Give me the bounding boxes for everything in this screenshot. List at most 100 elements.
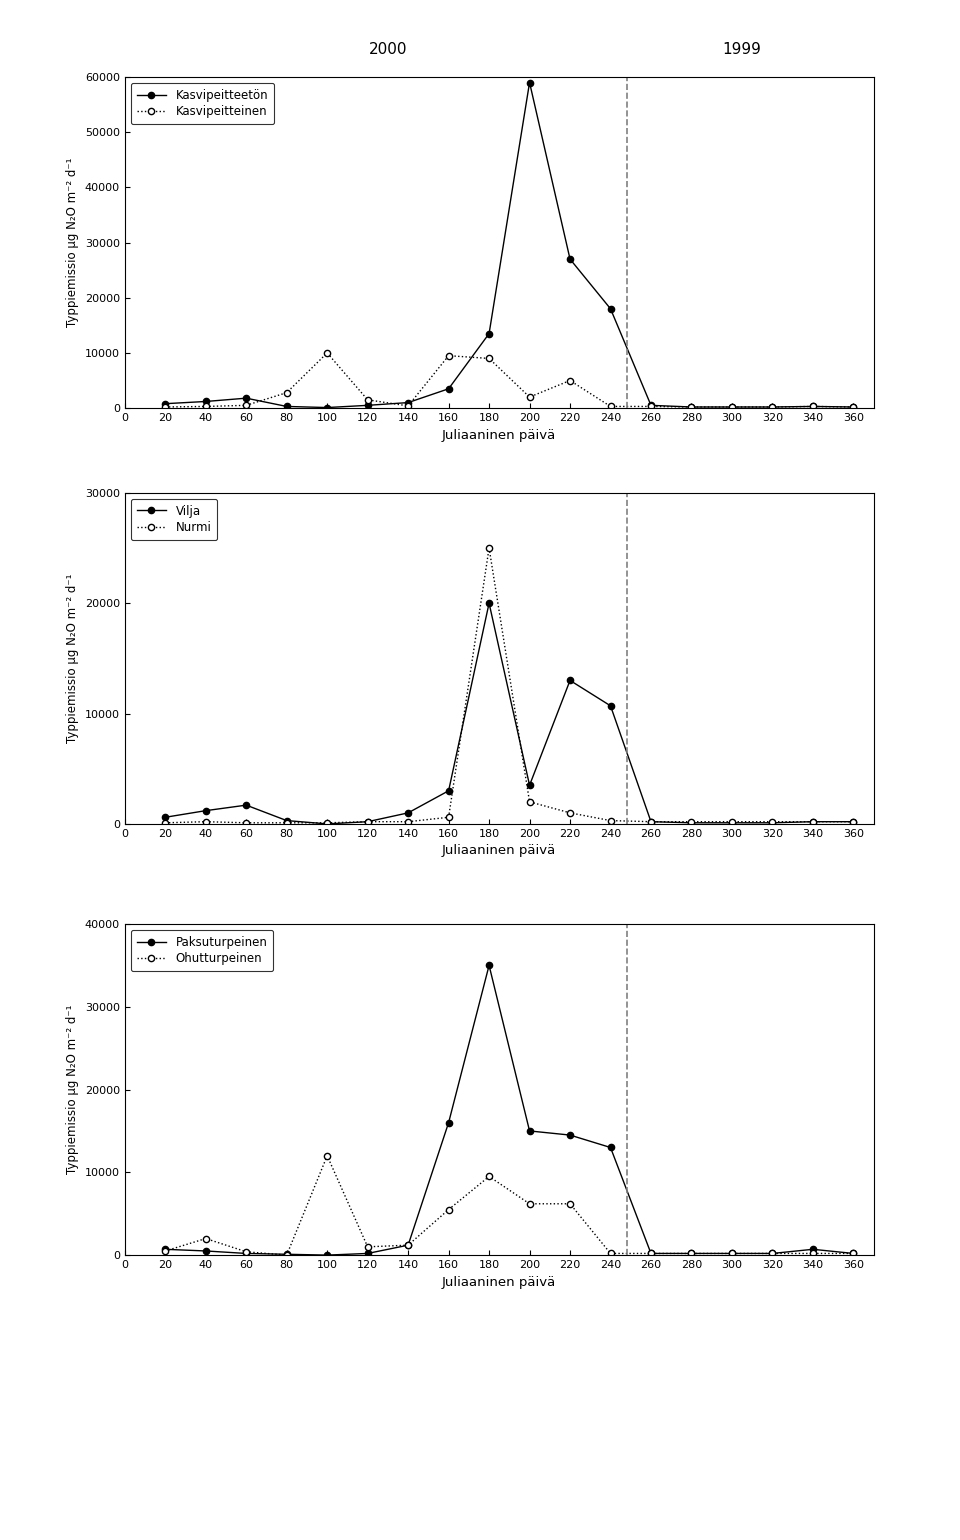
Kasvipeitteetön xyxy=(645,396,657,414)
Text: 2000: 2000 xyxy=(369,42,407,57)
X-axis label: Juliaaninen päivä: Juliaaninen päivä xyxy=(442,428,557,442)
Legend: Paksuturpeinen, Ohutturpeinen: Paksuturpeinen, Ohutturpeinen xyxy=(131,930,274,972)
Ohutturpeinen xyxy=(848,1244,859,1263)
Kasvipeitteetön xyxy=(159,394,171,413)
Y-axis label: Typpiemissio μg N₂O m⁻² d⁻¹: Typpiemissio μg N₂O m⁻² d⁻¹ xyxy=(66,573,80,744)
Paksuturpeinen xyxy=(726,1244,737,1263)
Nurmi xyxy=(240,813,252,832)
Ohutturpeinen xyxy=(240,1243,252,1261)
Vilja xyxy=(767,813,779,832)
Paksuturpeinen xyxy=(402,1237,414,1255)
Kasvipeitteinen xyxy=(240,396,252,414)
Kasvipeitteinen xyxy=(362,391,373,410)
Ohutturpeinen xyxy=(322,1146,333,1166)
Ohutturpeinen xyxy=(362,1238,373,1257)
Vilja xyxy=(564,671,576,690)
Ohutturpeinen xyxy=(685,1244,697,1263)
Kasvipeitteetön xyxy=(322,399,333,417)
Paksuturpeinen xyxy=(362,1244,373,1263)
Kasvipeitteetön xyxy=(685,397,697,416)
Nurmi xyxy=(767,813,779,832)
Nurmi xyxy=(524,793,536,812)
Paksuturpeinen xyxy=(807,1240,819,1258)
Vilja xyxy=(402,804,414,822)
Kasvipeitteinen xyxy=(726,397,737,416)
Vilja xyxy=(524,776,536,795)
Kasvipeitteetön xyxy=(564,249,576,268)
Vilja xyxy=(281,812,293,830)
Kasvipeitteinen xyxy=(402,397,414,416)
Nurmi xyxy=(807,813,819,832)
Vilja xyxy=(848,813,859,832)
Kasvipeitteinen xyxy=(848,397,859,416)
Kasvipeitteinen xyxy=(524,388,536,407)
Line: Nurmi: Nurmi xyxy=(162,545,856,825)
Ohutturpeinen xyxy=(281,1246,293,1264)
Kasvipeitteetön xyxy=(402,393,414,411)
Vilja xyxy=(362,813,373,832)
Kasvipeitteinen xyxy=(443,346,454,365)
Vilja xyxy=(807,813,819,832)
Y-axis label: Typpiemissio μg N₂O m⁻² d⁻¹: Typpiemissio μg N₂O m⁻² d⁻¹ xyxy=(66,1004,80,1175)
Nurmi xyxy=(726,813,737,832)
Ohutturpeinen xyxy=(807,1244,819,1263)
Kasvipeitteinen xyxy=(159,397,171,416)
Vilja xyxy=(443,781,454,801)
Ohutturpeinen xyxy=(402,1237,414,1255)
Nurmi xyxy=(322,813,333,832)
Kasvipeitteinen xyxy=(645,397,657,416)
Paksuturpeinen xyxy=(443,1113,454,1132)
Kasvipeitteinen xyxy=(483,350,494,368)
Vilja xyxy=(159,808,171,827)
Ohutturpeinen xyxy=(564,1195,576,1214)
Kasvipeitteetön xyxy=(240,390,252,408)
Ohutturpeinen xyxy=(767,1244,779,1263)
Vilja xyxy=(726,813,737,832)
Nurmi xyxy=(848,813,859,832)
Ohutturpeinen xyxy=(524,1195,536,1214)
Paksuturpeinen xyxy=(685,1244,697,1263)
Kasvipeitteetön xyxy=(281,397,293,416)
Kasvipeitteinen xyxy=(281,383,293,402)
Kasvipeitteetön xyxy=(726,397,737,416)
Kasvipeitteetön xyxy=(767,397,779,416)
Kasvipeitteetön xyxy=(807,397,819,416)
Nurmi xyxy=(564,804,576,822)
Kasvipeitteinen xyxy=(767,397,779,416)
Kasvipeitteinen xyxy=(807,397,819,416)
Kasvipeitteinen xyxy=(322,343,333,362)
Nurmi xyxy=(443,808,454,827)
Nurmi xyxy=(200,813,211,832)
Paksuturpeinen xyxy=(848,1244,859,1263)
Kasvipeitteetön xyxy=(200,393,211,411)
Paksuturpeinen xyxy=(322,1246,333,1264)
Vilja xyxy=(483,594,494,613)
Text: 1999: 1999 xyxy=(723,42,761,57)
Legend: Vilja, Nurmi: Vilja, Nurmi xyxy=(131,499,217,541)
Kasvipeitteetön xyxy=(848,397,859,416)
Paksuturpeinen xyxy=(281,1244,293,1263)
Kasvipeitteinen xyxy=(564,371,576,390)
Line: Ohutturpeinen: Ohutturpeinen xyxy=(162,1152,856,1258)
Ohutturpeinen xyxy=(443,1200,454,1218)
Ohutturpeinen xyxy=(200,1229,211,1247)
Kasvipeitteinen xyxy=(685,397,697,416)
Paksuturpeinen xyxy=(240,1244,252,1263)
Paksuturpeinen xyxy=(200,1241,211,1260)
Vilja xyxy=(200,801,211,819)
Kasvipeitteetön xyxy=(524,74,536,92)
Line: Kasvipeitteetön: Kasvipeitteetön xyxy=(162,80,856,411)
Ohutturpeinen xyxy=(159,1241,171,1260)
Nurmi xyxy=(483,539,494,557)
Line: Paksuturpeinen: Paksuturpeinen xyxy=(162,962,856,1258)
Paksuturpeinen xyxy=(645,1244,657,1263)
Nurmi xyxy=(281,813,293,832)
Kasvipeitteetön xyxy=(362,396,373,414)
Vilja xyxy=(240,796,252,815)
X-axis label: Juliaaninen päivä: Juliaaninen päivä xyxy=(442,844,557,858)
Ohutturpeinen xyxy=(483,1167,494,1186)
Nurmi xyxy=(402,813,414,832)
Kasvipeitteinen xyxy=(605,397,616,416)
Paksuturpeinen xyxy=(483,956,494,975)
Nurmi xyxy=(645,813,657,832)
